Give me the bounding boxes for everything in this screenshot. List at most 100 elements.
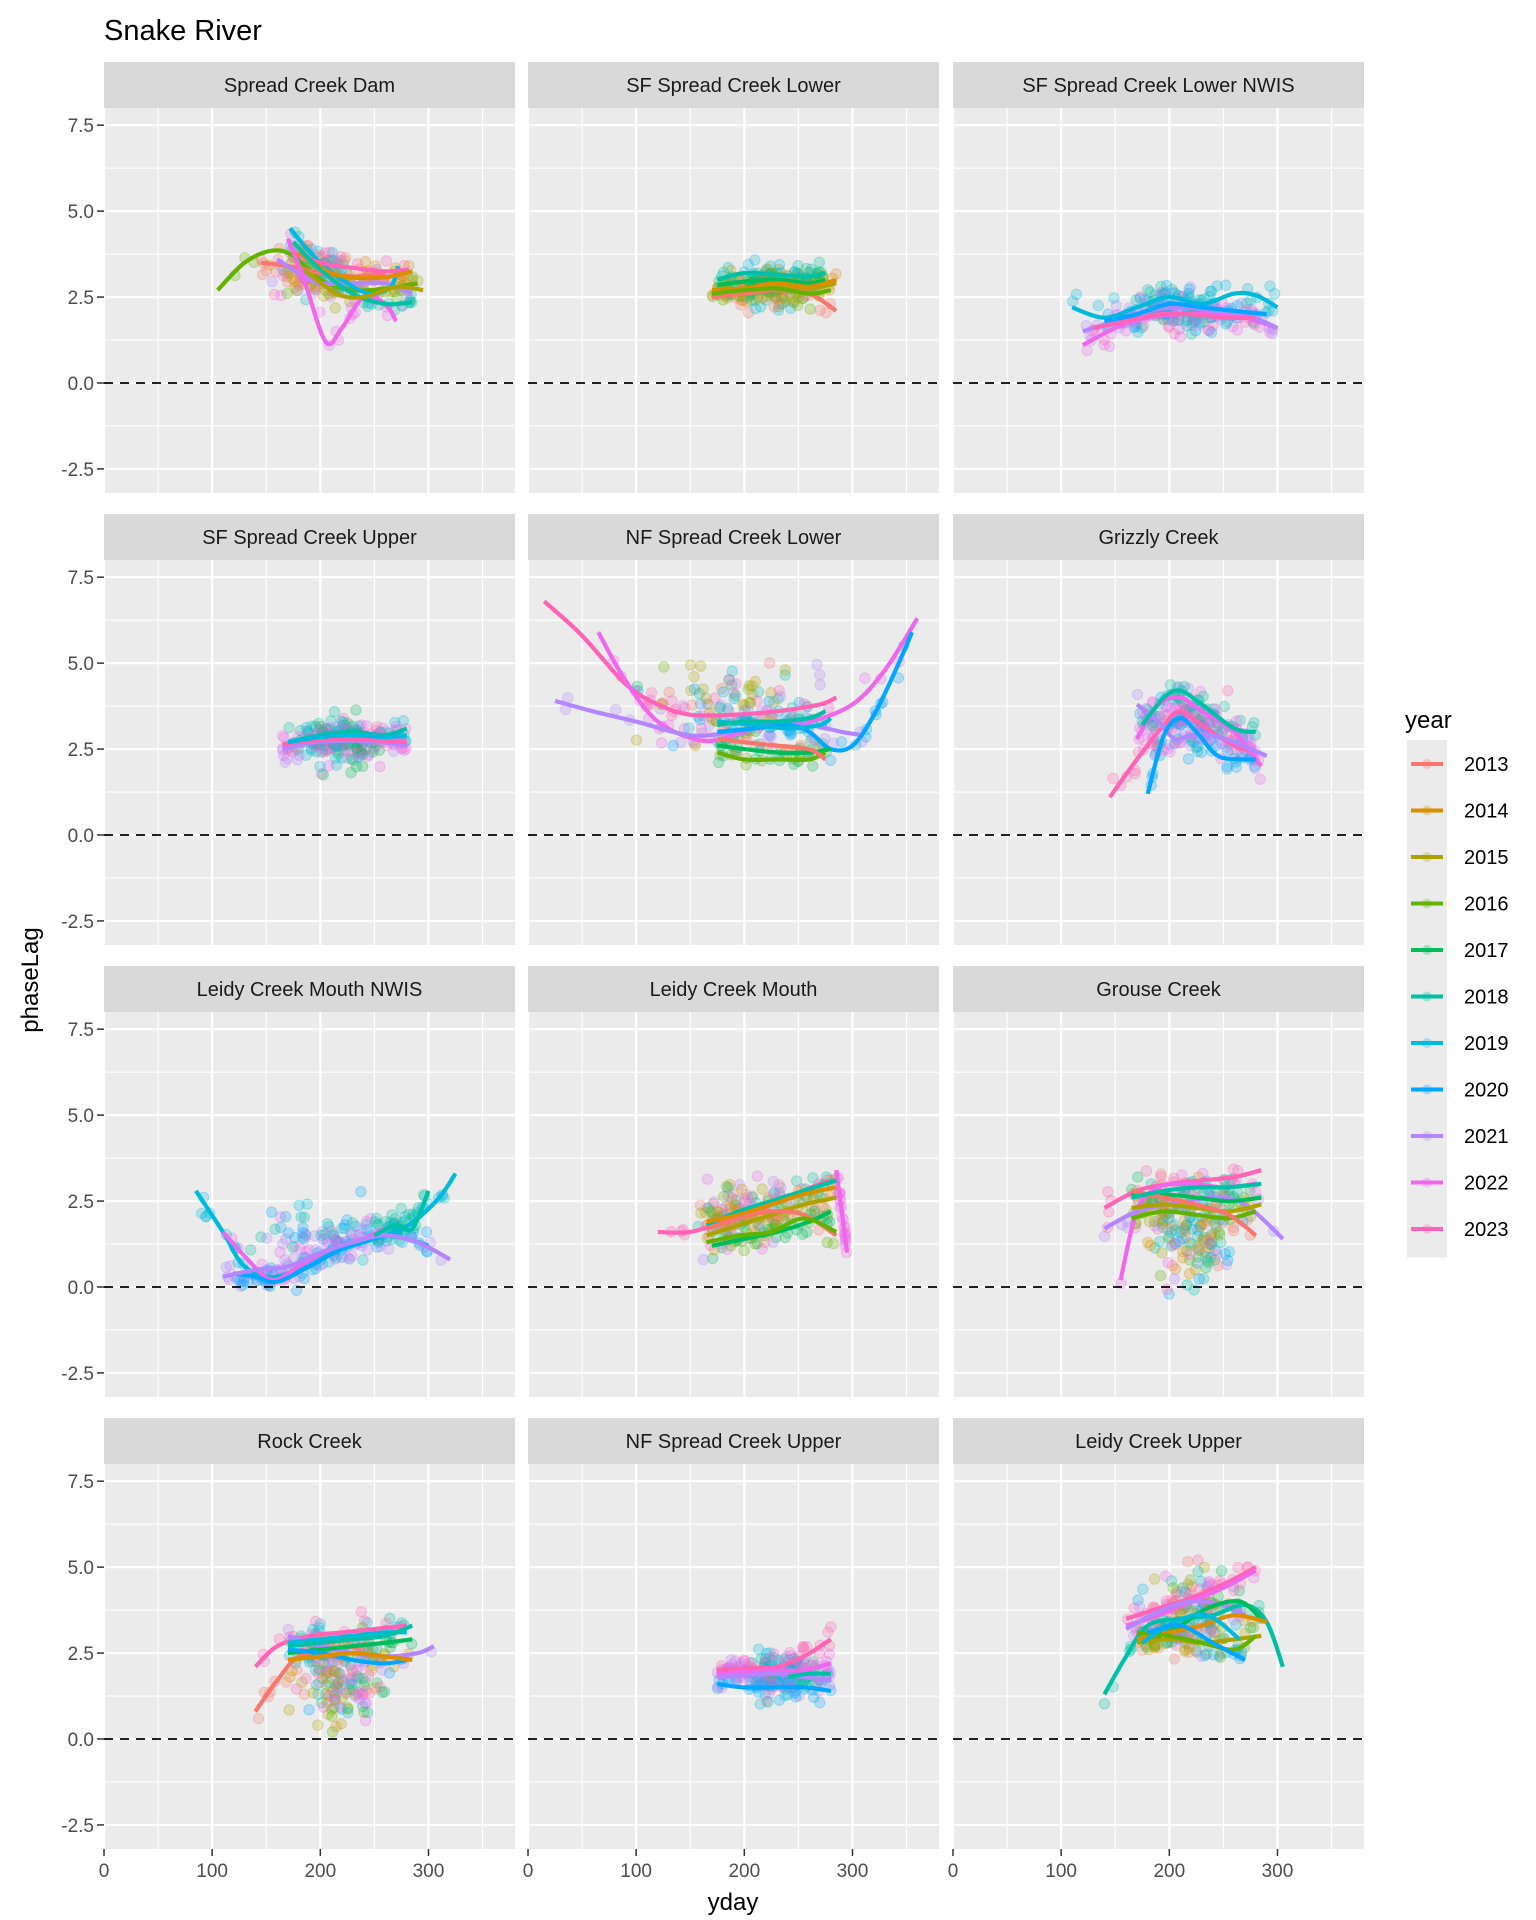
data-point — [1211, 280, 1223, 292]
data-point — [1166, 283, 1178, 296]
data-point — [762, 1696, 774, 1708]
x-tick-label: 100 — [1045, 1861, 1077, 1882]
data-point — [729, 689, 741, 702]
facet-strip-label: Spread Creek Dam — [224, 75, 395, 97]
data-point — [1137, 1583, 1149, 1595]
data-point — [1183, 283, 1195, 295]
legend-label: 2017 — [1464, 940, 1509, 962]
data-point — [688, 683, 701, 695]
y-tick-label: 7.5 — [68, 116, 94, 137]
data-point — [1207, 320, 1219, 332]
legend-label: 2014 — [1464, 801, 1509, 823]
smooth-line-2019 — [1071, 290, 1279, 320]
data-point — [759, 1236, 771, 1249]
data-point — [1212, 1260, 1225, 1272]
data-point — [357, 760, 369, 772]
data-point — [326, 247, 339, 259]
x-tick-label: 0 — [948, 1861, 959, 1882]
data-point — [326, 1726, 339, 1738]
data-point — [756, 1183, 768, 1195]
x-tick-label: 0 — [99, 1861, 110, 1882]
data-point — [778, 292, 790, 304]
data-point — [313, 717, 325, 730]
data-point — [765, 730, 777, 743]
data-point — [342, 1707, 354, 1719]
facet-panel: Leidy Creek Mouth — [526, 966, 939, 1397]
data-point — [1134, 291, 1147, 303]
data-point — [827, 1237, 840, 1250]
data-point — [283, 722, 295, 734]
data-point — [730, 678, 742, 690]
data-point — [1178, 1214, 1191, 1226]
data-point — [814, 679, 826, 691]
data-point — [695, 1207, 707, 1219]
data-point — [738, 1244, 750, 1257]
data-point — [265, 1206, 278, 1218]
data-point — [1203, 1576, 1215, 1588]
data-point — [1181, 320, 1193, 332]
y-tick-label: -2.5 — [61, 1364, 94, 1385]
y-tick-label: 2.5 — [68, 288, 94, 309]
data-point — [1231, 324, 1244, 336]
data-point — [1187, 316, 1199, 329]
data-point — [280, 1211, 292, 1223]
data-point — [300, 1672, 312, 1685]
data-point — [1081, 344, 1093, 357]
data-point — [779, 664, 791, 676]
data-point — [315, 1229, 327, 1242]
legend-key-point — [1422, 852, 1432, 862]
data-point — [688, 671, 700, 683]
data-point — [310, 1679, 323, 1691]
facet-panel: NF Spread Creek Upper 0 100 200 300 — [523, 1418, 939, 1882]
data-point — [380, 255, 393, 267]
y-tick-label: 7.5 — [68, 1472, 94, 1493]
data-point — [298, 1211, 310, 1223]
x-tick-label: 0 — [523, 1861, 534, 1882]
data-point — [270, 266, 282, 278]
smooth-line-2020 — [1103, 301, 1267, 324]
data-point — [1161, 1283, 1173, 1295]
data-point — [309, 720, 322, 733]
data-point — [1144, 286, 1156, 298]
legend-key-point — [1422, 1224, 1432, 1234]
data-point — [281, 270, 293, 283]
panel-background — [953, 1464, 1364, 1849]
data-point — [1134, 292, 1146, 305]
data-point — [279, 756, 291, 768]
legend-title: year — [1405, 707, 1452, 734]
data-point — [610, 704, 622, 716]
data-point — [787, 295, 799, 308]
data-point — [1232, 1561, 1244, 1574]
facet-strip-label: SF Spread Creek Lower — [626, 75, 841, 97]
y-tick-label: 7.5 — [68, 1020, 94, 1041]
data-point — [281, 753, 293, 765]
data-point — [291, 754, 304, 766]
smooth-line-2018 — [716, 270, 826, 282]
data-point — [1254, 773, 1267, 785]
y-axis-title: phaseLag — [17, 927, 44, 1032]
data-point — [800, 262, 812, 275]
data-point — [779, 1231, 791, 1244]
data-point — [1161, 701, 1174, 713]
data-point — [220, 1261, 232, 1274]
data-point — [1204, 285, 1217, 298]
x-tick-label: 100 — [620, 1861, 652, 1882]
data-point — [361, 1706, 374, 1719]
y-tick-label: 2.5 — [68, 1192, 94, 1213]
legend-label: 2019 — [1464, 1033, 1509, 1055]
data-point — [359, 256, 372, 268]
data-point — [1103, 340, 1116, 353]
data-point — [807, 1172, 819, 1184]
data-point — [830, 268, 842, 280]
data-point — [274, 1246, 286, 1259]
data-point — [1168, 1273, 1181, 1285]
data-point — [367, 746, 379, 758]
y-tick-label: -2.5 — [61, 912, 94, 933]
facet-panel: Grizzly Creek — [951, 514, 1364, 945]
data-point — [293, 1199, 305, 1212]
data-point — [288, 275, 301, 287]
data-point — [355, 1606, 367, 1618]
data-point — [1133, 1601, 1146, 1613]
data-point — [303, 1704, 315, 1716]
legend-label: 2015 — [1464, 847, 1509, 869]
